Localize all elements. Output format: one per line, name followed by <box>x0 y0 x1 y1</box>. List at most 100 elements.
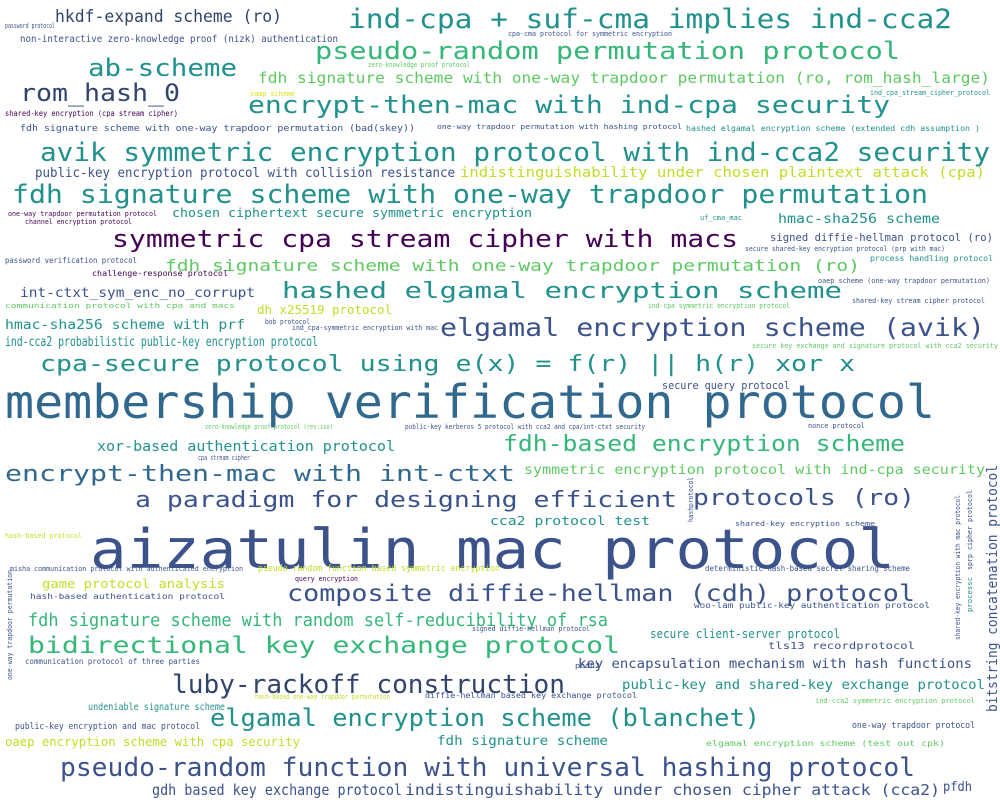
word: aizatulin mac protocol <box>90 518 895 581</box>
word: symmetric encryption protocol with ind-c… <box>524 463 985 478</box>
word: gdh based key exchange protocol <box>152 781 402 799</box>
word: oaep scheme (one-way trapdoor permutatio… <box>818 277 990 285</box>
word: communication protocol with cpa and macs <box>5 302 235 310</box>
word: fdh signature scheme with random self-re… <box>28 610 608 631</box>
word: indistinguishability under chosen plaint… <box>460 165 985 181</box>
word: pseudo-random function with universal ha… <box>60 753 915 783</box>
word: ind-cpa + suf-cma implies ind-cca2 <box>348 4 952 35</box>
word: hashed elgamal encryption scheme <box>282 279 842 304</box>
word: secure key exchange and signature protoc… <box>752 342 998 350</box>
word: ind-cca2 probabilistic public-key encryp… <box>5 335 318 350</box>
word: woo-lam public-key authentication protoc… <box>694 601 930 610</box>
word: fdh signature scheme with one-way trapdo… <box>12 180 928 210</box>
word: cpa-secure protocol using e(x) = f(r) ||… <box>40 352 855 377</box>
word: avik symmetric encryption protocol with … <box>40 138 990 168</box>
word: communication protocol of three parties <box>25 657 200 666</box>
word: misha communication protocol with authen… <box>10 565 243 573</box>
word: processc <box>966 577 974 612</box>
word: encrypt-then-mac with ind-cpa security <box>248 91 890 119</box>
word: elgamal encryption scheme (avik) <box>440 313 985 342</box>
word: uf_cma_mac <box>700 214 742 222</box>
word: cpa stream cipher <box>198 454 250 462</box>
word: shared-key encryption scheme <box>735 520 875 528</box>
word: pfdh <box>943 780 972 795</box>
word: secure client-server protocol <box>650 627 840 641</box>
word: one-way trapdoor permutation <box>6 570 14 680</box>
word: hmac-sha256 scheme with prf <box>5 318 245 333</box>
word: tls13 recordprotocol <box>768 641 915 652</box>
word: bitstring concatenation protocol <box>985 465 1000 712</box>
word: secure query protocol <box>662 379 790 392</box>
word: public-key encryption protocol with coll… <box>35 166 455 181</box>
word: non-interactive zero-knowledge proof (ni… <box>20 34 338 45</box>
word: fdh signature scheme with one-way trapdo… <box>258 69 990 87</box>
word: elgamal encryption scheme (blanchet) <box>210 704 760 732</box>
word: a paradigm for designing efficient <box>135 488 677 513</box>
word: fdh signature scheme <box>437 734 608 749</box>
word: sprp cipher protocol <box>966 490 974 570</box>
word: hkdf-expand scheme (ro) <box>55 7 282 27</box>
word: zero-knowledge proof protocol (rev:iso) <box>205 423 333 431</box>
word: public-key encryption and mac protocol <box>15 722 200 732</box>
word: public-key and shared-key exchange proto… <box>622 678 985 693</box>
word: luby-rackoff construction <box>172 670 565 700</box>
word: deterministic hash-based secret sharing … <box>705 564 910 573</box>
word: symmetric cpa stream cipher with macs <box>112 225 738 253</box>
word: pseudo-random permutation protocol <box>315 37 900 65</box>
word: cca2 protocol test <box>490 514 650 528</box>
word: protocols (ro) <box>693 486 915 511</box>
word: elgamal encryption scheme (test out cpk) <box>706 739 945 748</box>
word: ind-cca2 symmetric encryption protocol <box>815 697 975 705</box>
word: channel encryption protocol <box>25 218 132 226</box>
word: int-ctxt_sym_enc_no_corrupt <box>20 286 255 301</box>
word: signed diffie-hellman protocol (ro) <box>770 231 993 244</box>
word: indistinguishability under chosen cipher… <box>405 781 940 799</box>
word: hashprotocol <box>687 477 695 522</box>
word: password verification protocol <box>5 256 137 265</box>
word: key encapsulation mechanism with hash fu… <box>578 657 972 672</box>
word: challenge-response protocol <box>92 269 228 278</box>
word: chosen ciphertext secure symmetric encry… <box>172 206 532 220</box>
word: game protocol analysis <box>42 577 225 591</box>
word: pcdh2 <box>575 662 600 670</box>
word: bidirectional key exchange protocol <box>28 633 620 659</box>
word: oaep encryption scheme with cpa security <box>5 735 300 749</box>
word: shared-key stream cipher protocol <box>852 297 985 305</box>
word: shared-key encryption with mac protocol <box>954 495 962 640</box>
word: bob protocol <box>265 318 310 326</box>
word: zero-knowledge proof protocol <box>368 61 470 69</box>
word: encrypt-then-mac with int-ctxt <box>5 462 515 487</box>
word: rom_hash_0 <box>20 79 180 107</box>
word: query encryption <box>295 575 358 583</box>
word: hmac-sha256 scheme <box>778 212 940 227</box>
word: hash-based protocol <box>5 532 82 540</box>
word: shared-key encryption (cpa stream cipher… <box>5 109 178 118</box>
word: undeniable signature scheme <box>88 702 225 713</box>
word: secure shared-key encryption protocol (p… <box>745 245 945 253</box>
word: signed diffie-hellman protocol <box>472 625 590 633</box>
word: public-key kerberos 5 protocol with cca2… <box>405 423 645 431</box>
word: one-way trapdoor protocol <box>852 721 975 731</box>
word: nonce protocol <box>808 422 865 430</box>
word: one-way trapdoor permutation with hashin… <box>437 123 682 131</box>
word: cpa-cma protocol for symmetric encryptio… <box>508 30 672 38</box>
word: composite diffie-hellman (cdh) protocol <box>287 581 915 607</box>
word: ab-scheme <box>88 54 237 82</box>
word: hashed elgamal encryption scheme (extend… <box>686 124 980 133</box>
word: dh x25519 protocol <box>257 303 392 317</box>
word: diffie-hellman based key exchange protoc… <box>425 691 637 700</box>
word: membership verification protocol <box>5 375 935 429</box>
word: one-way trapdoor permutation protocol <box>8 210 157 218</box>
word: ind_cpa_stream_cipher_protocol <box>870 89 990 97</box>
word: password protocol <box>5 22 55 30</box>
word: fdh-based encryption scheme <box>503 432 905 457</box>
word: hash-based authentication protocol <box>30 592 225 601</box>
word: samp scheme <box>250 90 295 98</box>
word: process handling protocol <box>870 254 993 263</box>
word: hash-based one-way trapdoor permutation <box>255 693 390 701</box>
word: xor-based authentication protocol <box>97 439 395 455</box>
word: pseudo random function based symmetric e… <box>258 564 500 574</box>
word: ind-cpa symmetric encryption protocol <box>648 302 790 310</box>
